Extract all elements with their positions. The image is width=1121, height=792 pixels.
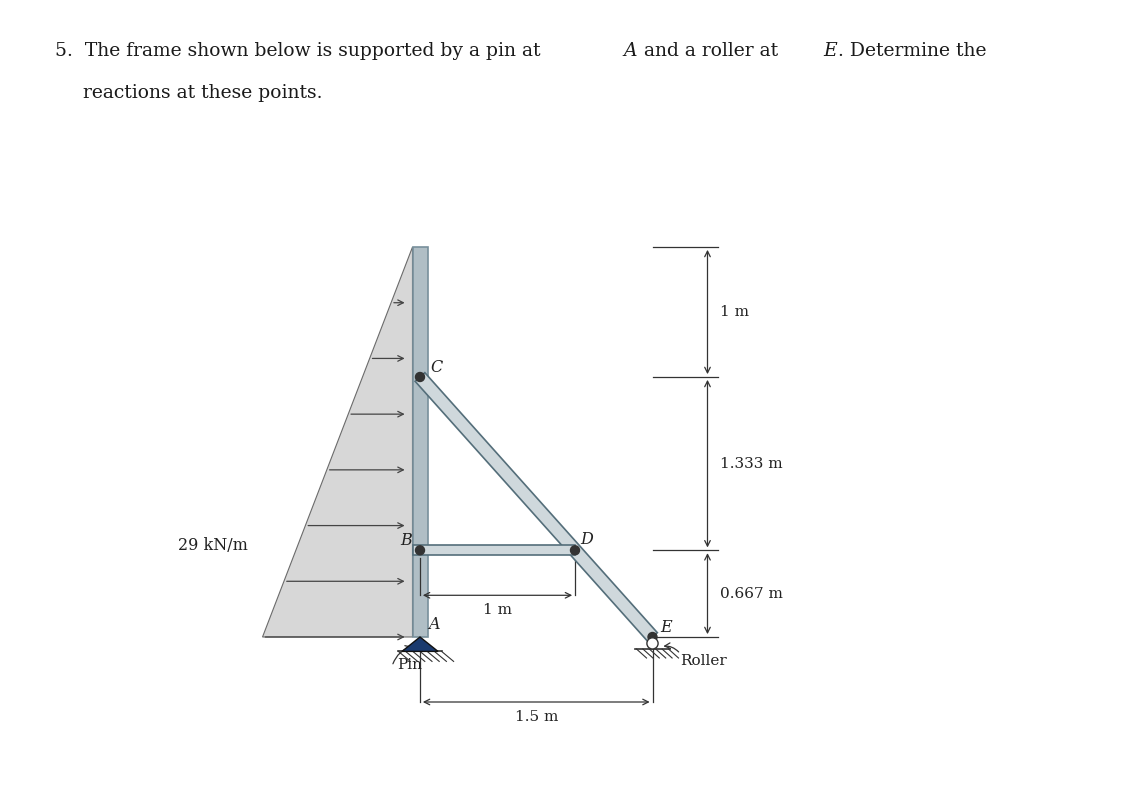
Polygon shape bbox=[402, 637, 438, 651]
Text: 29 kN/m: 29 kN/m bbox=[177, 537, 248, 554]
Text: Pin: Pin bbox=[398, 658, 423, 672]
Text: Roller: Roller bbox=[680, 654, 728, 668]
Text: D: D bbox=[580, 531, 593, 548]
Text: reactions at these points.: reactions at these points. bbox=[83, 84, 323, 102]
Text: 5.  The frame shown below is supported by a pin at: 5. The frame shown below is supported by… bbox=[55, 42, 547, 60]
Text: B: B bbox=[400, 532, 413, 550]
Text: 1 m: 1 m bbox=[720, 305, 749, 319]
Text: 0.667 m: 0.667 m bbox=[720, 587, 782, 600]
Circle shape bbox=[648, 633, 657, 642]
Text: . Determine the: . Determine the bbox=[839, 42, 986, 60]
Circle shape bbox=[416, 372, 425, 382]
Text: A: A bbox=[623, 42, 637, 60]
Circle shape bbox=[416, 546, 425, 554]
Text: 1.333 m: 1.333 m bbox=[720, 457, 782, 470]
Text: C: C bbox=[430, 359, 443, 376]
Polygon shape bbox=[262, 247, 413, 637]
Text: E: E bbox=[660, 619, 673, 636]
Circle shape bbox=[647, 638, 658, 649]
Bar bbox=[413, 545, 575, 555]
Text: 1.5 m: 1.5 m bbox=[515, 710, 558, 724]
Text: E: E bbox=[823, 42, 836, 60]
Bar bbox=[413, 247, 427, 637]
Text: A: A bbox=[428, 616, 439, 633]
Text: 1 m: 1 m bbox=[483, 604, 512, 617]
Circle shape bbox=[571, 546, 580, 554]
Text: and a roller at: and a roller at bbox=[638, 42, 784, 60]
Polygon shape bbox=[415, 373, 657, 642]
